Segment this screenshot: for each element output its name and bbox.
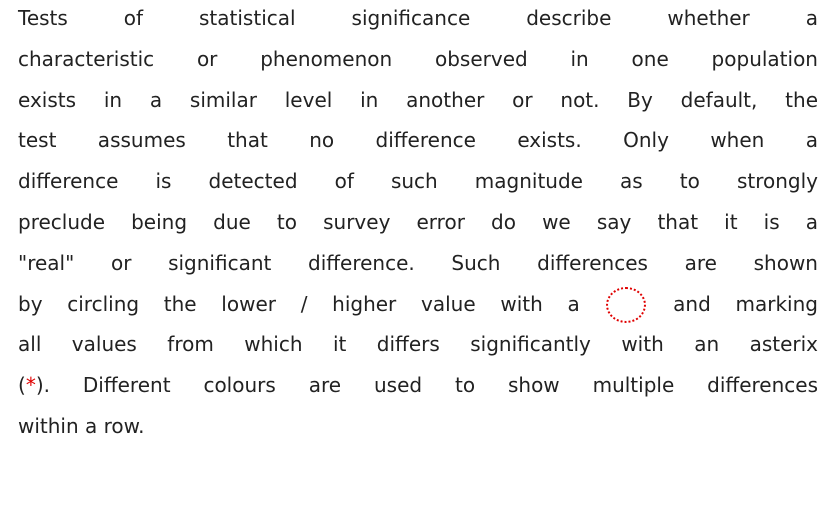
text-line: characteristic or phenomenon observed in… — [18, 39, 818, 80]
text-segment: preclude being due to survey error do we… — [18, 209, 818, 234]
text-line: exists in a similar level in another or … — [18, 80, 818, 121]
text-segment: Tests of statistical significance descri… — [18, 6, 818, 30]
text-line: preclude being due to survey error do we… — [18, 202, 818, 243]
text-line: test assumes that no difference exists. … — [18, 120, 818, 161]
paragraph: Tests of statistical significance descri… — [18, 0, 818, 447]
asterisk: * — [25, 373, 36, 398]
text-segment: "real" or significant difference. Such d… — [18, 250, 818, 275]
text-line: within a row. — [18, 406, 818, 447]
text-line: by circling the lower / higher value wit… — [18, 284, 818, 325]
text-segment: within a row. — [18, 413, 145, 438]
text-segment: by circling the lower / higher value wit… — [18, 291, 580, 316]
text-segment: all values from which it differs signifi… — [18, 332, 818, 357]
text-segment: and marking — [673, 291, 818, 316]
text-segment: characteristic or phenomenon observed in… — [18, 46, 818, 71]
text-line: Tests of statistical significance descri… — [18, 0, 818, 39]
text-line: difference is detected of such magnitude… — [18, 161, 818, 202]
text-segment: difference is detected of such magnitude… — [18, 169, 818, 194]
dotted-circle-icon — [606, 287, 647, 324]
text-segment: exists in a similar level in another or … — [18, 87, 818, 112]
text-segment: test assumes that no difference exists. … — [18, 128, 818, 153]
text-line: "real" or significant difference. Such d… — [18, 243, 818, 284]
text-segment: ( — [18, 373, 26, 398]
text-line: all values from which it differs signifi… — [18, 324, 818, 365]
text-line: (*). Different colours are used to show … — [18, 365, 818, 406]
text-segment: ). Different colours are used to show mu… — [35, 373, 818, 398]
